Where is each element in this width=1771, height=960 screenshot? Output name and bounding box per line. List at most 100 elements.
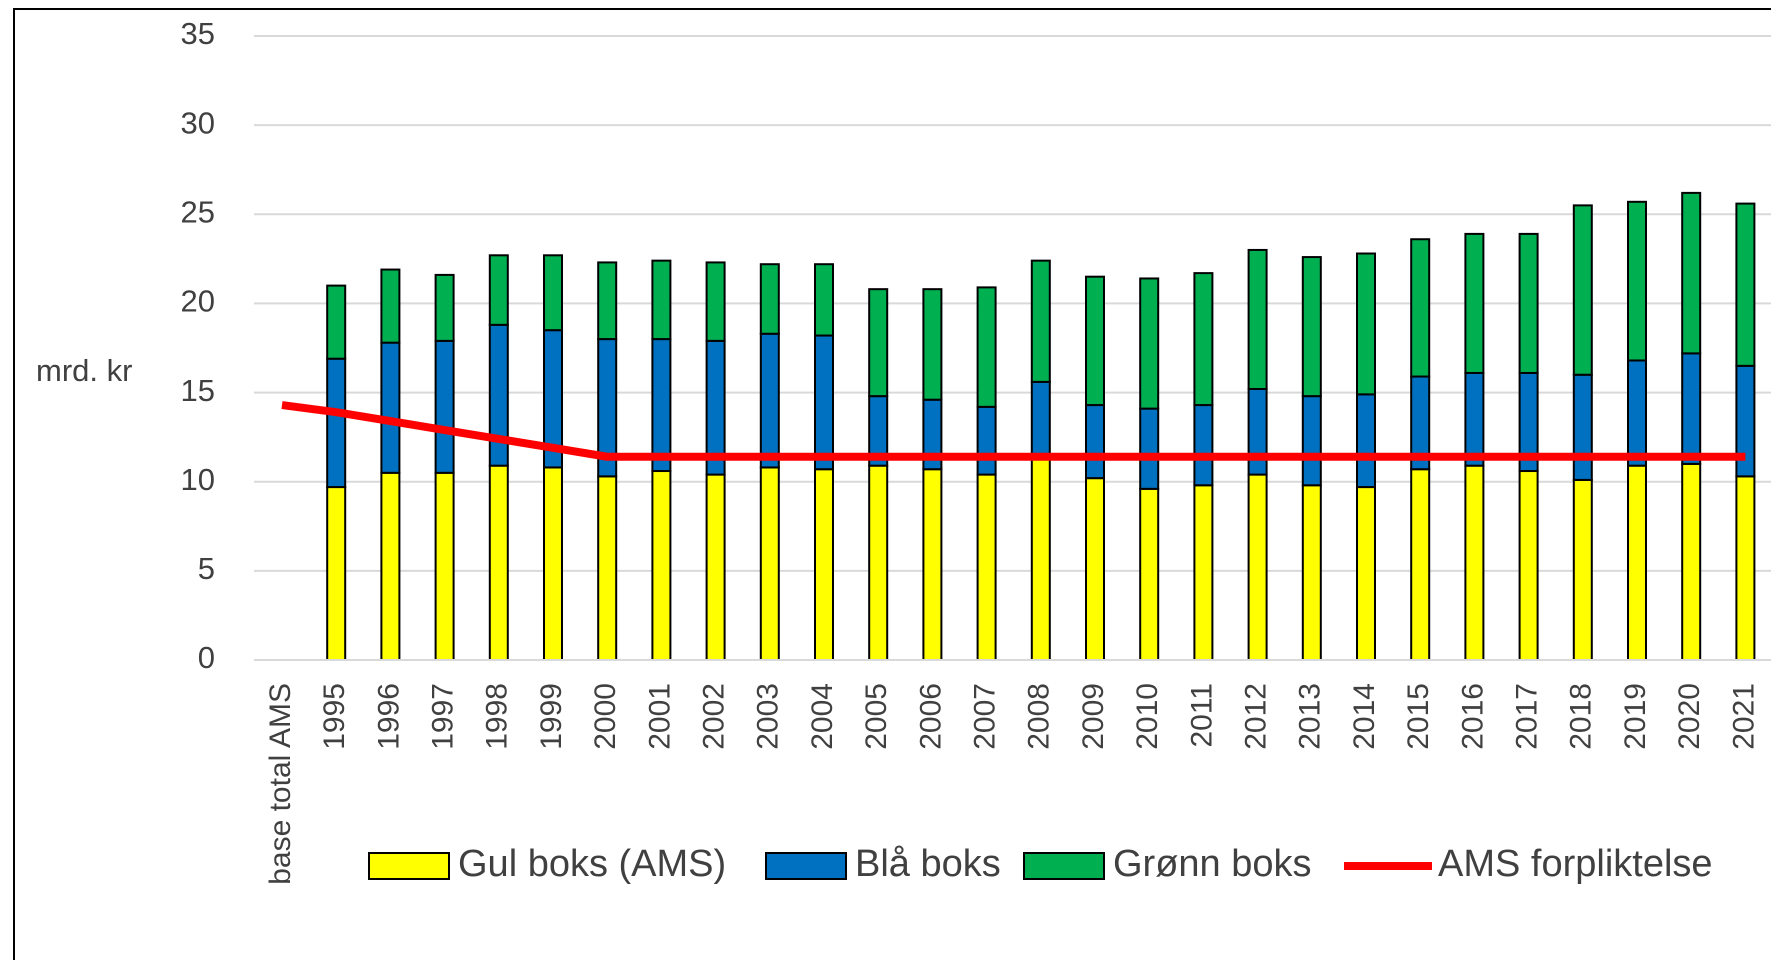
bar-segment xyxy=(1681,352,1702,465)
bar-segment xyxy=(1464,464,1485,661)
x-tick-label: 1997 xyxy=(427,683,460,750)
legend-swatch xyxy=(1023,852,1105,880)
bar-segment xyxy=(434,471,455,661)
bar-segment xyxy=(759,263,780,335)
bar-segment xyxy=(1572,478,1593,661)
bar-segment xyxy=(543,254,563,332)
x-tick-label: 1995 xyxy=(318,683,351,750)
x-tick-label: 2001 xyxy=(643,683,676,750)
bar-segment xyxy=(1518,232,1539,374)
x-tick-label: 2021 xyxy=(1727,683,1760,750)
line-series xyxy=(281,401,1746,461)
x-tick-label: 2011 xyxy=(1185,683,1218,748)
legend-label: Grønn boks xyxy=(1113,843,1312,885)
x-tick-label: 2014 xyxy=(1348,683,1381,750)
bar-segment xyxy=(488,323,509,467)
bar-segment xyxy=(326,486,347,662)
bar-segment xyxy=(488,254,509,326)
bar-segment xyxy=(868,464,889,661)
bar-segment xyxy=(651,470,672,662)
bar-segment xyxy=(1518,470,1539,662)
y-tick-label: 15 xyxy=(181,373,215,408)
bar-segment xyxy=(1247,248,1268,391)
x-tick-label: 2017 xyxy=(1511,683,1544,750)
bar-segment xyxy=(922,288,943,401)
bar-segment xyxy=(1410,238,1431,378)
bar-segment xyxy=(1464,371,1485,467)
x-tick-label: 1999 xyxy=(535,683,568,750)
bar-segment xyxy=(597,261,618,341)
bar-segment xyxy=(705,473,726,661)
bar-segment xyxy=(1085,275,1105,407)
bar-segment xyxy=(1030,380,1051,460)
x-tick-label: 2003 xyxy=(752,683,785,750)
bar-segment xyxy=(976,473,997,661)
y-tick-label: 30 xyxy=(181,105,215,140)
legend-swatch xyxy=(765,852,847,880)
bar-segment xyxy=(976,286,997,408)
x-tick-label: 2013 xyxy=(1294,683,1327,750)
bar-segment xyxy=(326,284,347,360)
bar-segment xyxy=(1193,272,1214,407)
y-tick-label: 35 xyxy=(181,16,215,51)
bar-segment xyxy=(814,263,834,337)
bar-segment xyxy=(1627,359,1647,467)
y-tick-label: 10 xyxy=(181,462,215,497)
x-tick-label: 2006 xyxy=(914,683,947,750)
bar-segment xyxy=(434,339,455,474)
bar-segment xyxy=(1301,256,1322,398)
x-tick-label: 1998 xyxy=(481,683,514,750)
legend-swatch xyxy=(368,852,450,880)
bar-segment xyxy=(1627,464,1647,661)
bar-segment xyxy=(868,288,889,398)
bar-segment xyxy=(1735,202,1756,367)
legend-label: Gul boks (AMS) xyxy=(458,843,726,885)
x-tick-label: 2015 xyxy=(1402,683,1435,750)
bar-segment xyxy=(1464,232,1485,374)
bar-segment xyxy=(922,468,943,661)
bar-segment xyxy=(651,338,672,473)
bar-segment xyxy=(976,405,997,476)
bar-segment xyxy=(597,475,618,662)
x-tick-label: 2010 xyxy=(1131,683,1164,750)
bar-segment xyxy=(1247,388,1268,476)
y-tick-label: 5 xyxy=(198,551,215,586)
x-tick-label: 2020 xyxy=(1673,683,1706,750)
bar-segment xyxy=(1193,484,1214,661)
bar-segment xyxy=(1681,191,1702,355)
bar-segment xyxy=(759,332,780,469)
x-tick-label: 1996 xyxy=(372,683,405,750)
x-tick-label: 2018 xyxy=(1565,683,1598,750)
bar-segment xyxy=(651,259,672,341)
bar-segment xyxy=(1356,252,1376,396)
bar-segment xyxy=(1139,277,1160,410)
bar-segment xyxy=(1681,462,1702,661)
x-tick-label: 2007 xyxy=(969,683,1002,750)
x-tick-label: base total AMS xyxy=(264,683,297,885)
bar-segment xyxy=(705,261,726,342)
y-tick-label: 25 xyxy=(181,194,215,229)
x-tick-label: 2009 xyxy=(1077,683,1110,750)
x-tick-label: 2008 xyxy=(1023,683,1056,750)
x-tick-label: 2002 xyxy=(698,683,731,750)
y-tick-label: 0 xyxy=(198,640,215,675)
bar-segment xyxy=(380,341,401,474)
bar-segment xyxy=(759,466,780,661)
bar-segment xyxy=(1301,395,1322,487)
bar-segment xyxy=(488,464,509,661)
bar-segment xyxy=(434,273,455,342)
legend-label: Blå boks xyxy=(855,843,1001,885)
bar-segment xyxy=(380,268,401,344)
bar-segment xyxy=(1030,457,1051,661)
x-tick-label: 2019 xyxy=(1619,683,1652,750)
bar-segment xyxy=(380,471,401,661)
bar-segment xyxy=(1627,200,1647,362)
bar-segment xyxy=(1301,484,1322,661)
bar-segment xyxy=(1572,373,1593,481)
bar-segment xyxy=(1193,404,1214,487)
x-tick-label: 2016 xyxy=(1456,683,1489,750)
x-tick-label: 2012 xyxy=(1240,683,1273,750)
bar-segment xyxy=(1139,407,1160,490)
